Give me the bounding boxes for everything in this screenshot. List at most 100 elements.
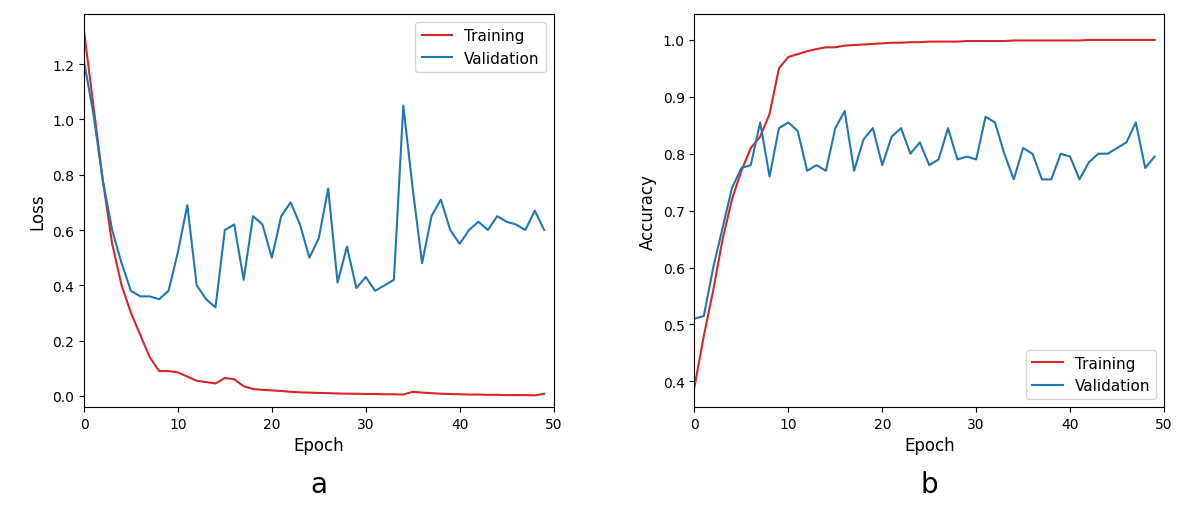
Training	[950, 40, 965, 46]
Training	[209, 381, 223, 387]
Validation	[1129, 120, 1144, 126]
Training	[152, 369, 167, 375]
Validation	[190, 282, 204, 289]
Validation	[217, 228, 232, 234]
Training	[330, 390, 344, 397]
Validation	[884, 134, 899, 140]
Training	[293, 389, 307, 395]
Validation	[518, 228, 533, 234]
Validation	[396, 103, 410, 109]
Training	[725, 197, 739, 203]
Validation	[406, 186, 420, 192]
Training	[1063, 38, 1078, 44]
Validation	[536, 228, 551, 234]
Training	[368, 391, 383, 398]
Legend: Training, Validation: Training, Validation	[1026, 350, 1157, 400]
Validation	[847, 168, 862, 175]
Training	[1016, 38, 1031, 44]
Validation	[274, 214, 288, 220]
X-axis label: Epoch: Epoch	[294, 436, 344, 455]
Training	[425, 390, 439, 397]
Validation	[1073, 177, 1087, 183]
Training	[913, 40, 928, 46]
Validation	[734, 165, 749, 172]
Training	[246, 386, 260, 392]
Training	[283, 389, 298, 395]
Validation	[86, 111, 101, 118]
Training	[1100, 38, 1115, 44]
Validation	[838, 109, 852, 115]
Training	[744, 146, 758, 152]
Training	[96, 178, 110, 184]
Validation	[472, 219, 486, 225]
Training	[104, 241, 119, 247]
Training	[340, 391, 354, 397]
Validation	[913, 140, 928, 146]
Training	[1081, 38, 1096, 44]
Validation	[161, 288, 175, 294]
Validation	[978, 115, 992, 121]
Training	[884, 41, 899, 47]
Validation	[1138, 165, 1152, 172]
Validation	[180, 203, 194, 209]
Validation	[997, 151, 1012, 157]
Y-axis label: Loss: Loss	[29, 193, 47, 230]
Training	[312, 390, 326, 396]
Training	[1110, 38, 1124, 44]
Validation	[809, 163, 823, 169]
Training	[481, 392, 496, 398]
Validation	[143, 294, 157, 300]
Validation	[725, 185, 739, 191]
X-axis label: Epoch: Epoch	[904, 436, 954, 455]
Validation	[941, 126, 955, 132]
Training	[1129, 38, 1144, 44]
Validation	[1054, 151, 1068, 157]
Training	[320, 390, 335, 397]
Training	[762, 111, 776, 118]
Validation	[1016, 146, 1031, 152]
Training	[988, 39, 1002, 45]
Line: Training: Training	[695, 41, 1154, 387]
Validation	[1091, 151, 1105, 157]
Training	[472, 392, 486, 398]
Validation	[199, 297, 214, 303]
Training	[875, 41, 889, 47]
Training	[1120, 38, 1134, 44]
Training	[1054, 38, 1068, 44]
Training	[922, 40, 936, 46]
Training	[124, 310, 138, 317]
Validation	[114, 261, 128, 267]
Training	[265, 387, 280, 393]
Validation	[960, 154, 974, 160]
Training	[1007, 38, 1021, 44]
Validation	[320, 186, 335, 192]
Validation	[762, 174, 776, 180]
Training	[715, 237, 730, 243]
Validation	[857, 137, 871, 144]
Validation	[744, 163, 758, 169]
Text: a: a	[311, 470, 328, 498]
Validation	[368, 288, 383, 294]
Validation	[509, 222, 523, 228]
Training	[528, 392, 542, 399]
Training	[180, 374, 194, 380]
Validation	[293, 222, 307, 228]
Training	[1025, 38, 1039, 44]
Training	[960, 39, 974, 45]
Training	[236, 383, 251, 389]
Training	[406, 389, 420, 395]
Training	[462, 392, 476, 398]
Validation	[1110, 146, 1124, 152]
Validation	[227, 222, 241, 228]
Validation	[302, 255, 317, 261]
Validation	[752, 120, 767, 126]
Validation	[359, 274, 373, 280]
Validation	[894, 126, 908, 132]
Validation	[133, 294, 148, 300]
Validation	[818, 168, 833, 175]
Line: Validation: Validation	[84, 62, 544, 308]
Validation	[1100, 151, 1115, 157]
Validation	[170, 249, 185, 256]
Training	[443, 391, 457, 398]
Validation	[1120, 140, 1134, 146]
